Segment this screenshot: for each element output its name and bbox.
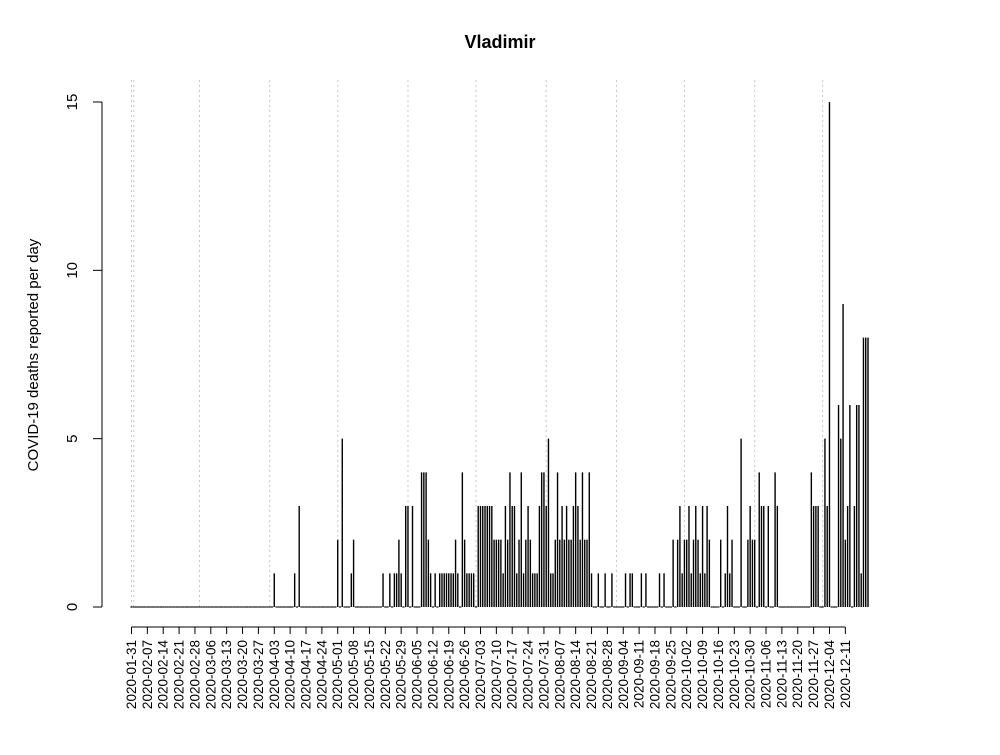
x-tick-label: 2020-06-05	[410, 640, 425, 709]
x-tick-label: 2020-11-20	[790, 640, 805, 708]
x-tick-label: 2020-10-30	[743, 640, 758, 709]
x-tick-label: 2020-07-17	[505, 640, 520, 709]
x-tick-label: 2020-02-07	[140, 640, 155, 709]
x-tick-label: 2020-06-26	[457, 640, 472, 709]
x-tick-label: 2020-11-27	[806, 640, 821, 708]
x-tick-label: 2020-03-13	[219, 640, 234, 709]
x-tick-label: 2020-03-27	[251, 640, 266, 709]
month-gridlines	[131, 80, 824, 607]
x-tick-label: 2020-05-29	[394, 640, 409, 709]
x-tick-label: 2020-05-15	[362, 640, 377, 709]
bars	[130, 102, 869, 608]
x-tick-label: 2020-11-06	[759, 640, 774, 708]
x-tick-label: 2020-02-21	[172, 640, 187, 709]
x-tick-label: 2020-06-12	[425, 640, 440, 709]
x-tick-label: 2020-04-24	[314, 640, 329, 710]
x-tick-label: 2020-12-04	[822, 640, 837, 710]
x-tick-label: 2020-02-28	[187, 640, 202, 709]
x-tick-label: 2020-10-02	[679, 640, 694, 709]
x-tick-label: 2020-06-19	[441, 640, 456, 709]
x-tick-label: 2020-09-25	[663, 640, 678, 709]
x-tick-label: 2020-12-11	[838, 640, 853, 708]
y-tick-label: 10	[64, 262, 81, 279]
x-tick-label: 2020-02-14	[156, 640, 171, 710]
x-tick-label: 2020-08-14	[568, 640, 583, 710]
x-tick-label: 2020-04-03	[267, 640, 282, 709]
x-tick-label: 2020-09-11	[632, 640, 647, 708]
x-tick-label: 2020-03-06	[203, 640, 218, 709]
x-tick-label: 2020-10-23	[727, 640, 742, 709]
y-tick-label: 0	[64, 603, 81, 611]
x-tick-label: 2020-10-16	[711, 640, 726, 709]
x-tick-label: 2020-05-22	[378, 640, 393, 709]
x-tick-label: 2020-10-09	[695, 640, 710, 709]
x-tick-label: 2020-05-01	[330, 640, 345, 709]
x-tick-label: 2020-03-20	[235, 640, 250, 709]
x-tick-label: 2020-07-03	[473, 640, 488, 709]
x-tick-label: 2020-07-31	[536, 640, 551, 709]
x-tick-label: 2020-08-21	[584, 640, 599, 709]
x-tick-label: 2020-09-18	[647, 640, 662, 709]
x-tick-label: 2020-01-31	[124, 640, 139, 709]
chart-title: Vladimir	[464, 32, 535, 52]
x-tick-label: 2020-07-24	[521, 640, 536, 710]
x-tick-label: 2020-11-13	[774, 640, 789, 708]
y-axis-label: COVID-19 deaths reported per day	[25, 238, 42, 471]
x-tick-label: 2020-08-28	[600, 640, 615, 709]
x-tick-label: 2020-04-10	[283, 640, 298, 709]
y-tick-label: 5	[64, 434, 81, 442]
x-tick-label: 2020-09-04	[616, 640, 631, 710]
x-tick-label: 2020-05-08	[346, 640, 361, 709]
x-tick-label: 2020-07-10	[489, 640, 504, 709]
x-tick-label: 2020-08-07	[552, 640, 567, 709]
x-tick-label: 2020-04-17	[298, 640, 313, 709]
y-tick-label: 15	[64, 94, 81, 111]
